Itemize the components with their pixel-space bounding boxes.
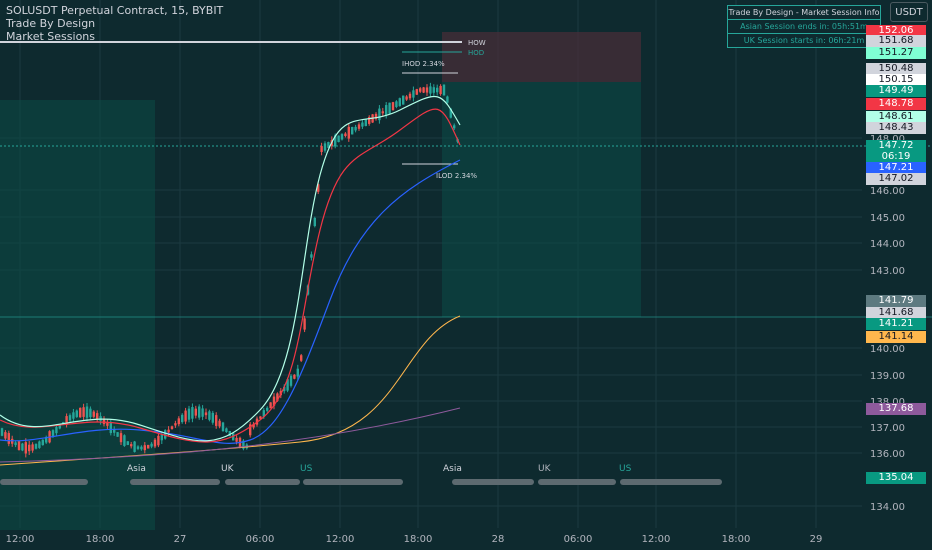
price-tick: 144.00 bbox=[870, 239, 905, 250]
ema-mid-line bbox=[0, 108, 461, 443]
price-tag: 141.68 bbox=[866, 307, 926, 319]
time-label: 12:00 bbox=[641, 534, 671, 545]
indicator-trade-by-design[interactable]: Trade By Design bbox=[6, 17, 96, 30]
symbol-title[interactable]: SOLUSDT Perpetual Contract, 15, BYBIT bbox=[6, 4, 224, 17]
session-label-uk-2: UK bbox=[538, 464, 551, 474]
ihod-label: IHOD 2.34% bbox=[402, 60, 445, 68]
price-tick: 148.00 bbox=[870, 134, 905, 145]
price-tick: 145.00 bbox=[870, 213, 905, 224]
price-tag: 152.06 bbox=[866, 25, 926, 37]
price-tick: 136.00 bbox=[870, 449, 905, 460]
price-tag: 151.68 bbox=[866, 35, 926, 47]
price-tag: 151.27 bbox=[866, 47, 926, 59]
session-info-title: Trade By Design - Market Session Info bbox=[728, 6, 880, 20]
price-tick: 146.00 bbox=[870, 186, 905, 197]
price-tag: 148.43 bbox=[866, 122, 926, 134]
session-label-asia: Asia bbox=[127, 464, 146, 474]
ema-slow-line bbox=[0, 159, 461, 444]
price-tag: 147.72 bbox=[866, 140, 926, 152]
ilod-label: ILOD 2.34% bbox=[436, 172, 477, 180]
price-tag: 141.14 bbox=[866, 331, 926, 343]
session-bar bbox=[0, 479, 722, 485]
currency-selector[interactable]: USDT bbox=[890, 2, 928, 22]
session-label-us: US bbox=[300, 464, 313, 474]
price-tick: 137.00 bbox=[870, 423, 905, 434]
ema-fast-line bbox=[0, 95, 461, 442]
indicator-market-sessions[interactable]: Market Sessions bbox=[6, 30, 96, 43]
price-tag: 148.61 bbox=[866, 111, 926, 123]
chart-legend: SOLUSDT Perpetual Contract, 15, BYBIT Tr… bbox=[6, 4, 223, 43]
time-label: 12:00 bbox=[325, 534, 355, 545]
asia-session-box bbox=[0, 100, 155, 530]
price-tag: 148.78 bbox=[866, 98, 926, 110]
price-tag: 150.15 bbox=[866, 74, 926, 86]
price-tick: 139.00 bbox=[870, 371, 905, 382]
price-tag: 147.02 bbox=[866, 173, 926, 185]
price-tag: 06:19 bbox=[866, 151, 926, 163]
time-label: 06:00 bbox=[563, 534, 593, 545]
time-label: 28 bbox=[491, 534, 505, 545]
price-tick: 143.00 bbox=[870, 266, 905, 277]
hod-label: HOD bbox=[468, 49, 484, 57]
session-info-panel: Trade By Design - Market Session Info As… bbox=[727, 5, 881, 48]
session-label-uk: UK bbox=[221, 464, 234, 474]
time-label: 12:00 bbox=[5, 534, 35, 545]
session-label-us-2: US bbox=[619, 464, 632, 474]
time-label: 06:00 bbox=[245, 534, 275, 545]
price-tag: 149.49 bbox=[866, 85, 926, 97]
sma-purple-line bbox=[0, 407, 461, 463]
price-tag: 141.79 bbox=[866, 295, 926, 307]
time-label: 18:00 bbox=[403, 534, 433, 545]
projection-box bbox=[442, 82, 641, 317]
price-tag: 135.04 bbox=[866, 472, 926, 484]
price-tick: 134.00 bbox=[870, 502, 905, 513]
resistance-box bbox=[442, 32, 641, 82]
price-tag: 137.68 bbox=[866, 403, 926, 415]
price-tag: 150.48 bbox=[866, 63, 926, 75]
price-tag: 147.21 bbox=[866, 162, 926, 174]
time-label: 29 bbox=[809, 534, 823, 545]
time-label: 18:00 bbox=[721, 534, 751, 545]
asian-session-countdown: Asian Session ends in: 05h:51m bbox=[728, 20, 880, 34]
price-tick: 138.00 bbox=[870, 397, 905, 408]
price-tick: 140.00 bbox=[870, 344, 905, 355]
time-label: 18:00 bbox=[85, 534, 115, 545]
session-label-asia-2: Asia bbox=[443, 464, 462, 474]
uk-session-countdown: UK Session starts in: 06h:21m bbox=[743, 36, 865, 45]
how-label: HOW bbox=[468, 39, 486, 47]
time-label: 27 bbox=[173, 534, 187, 545]
price-tag: 141.21 bbox=[866, 318, 926, 330]
